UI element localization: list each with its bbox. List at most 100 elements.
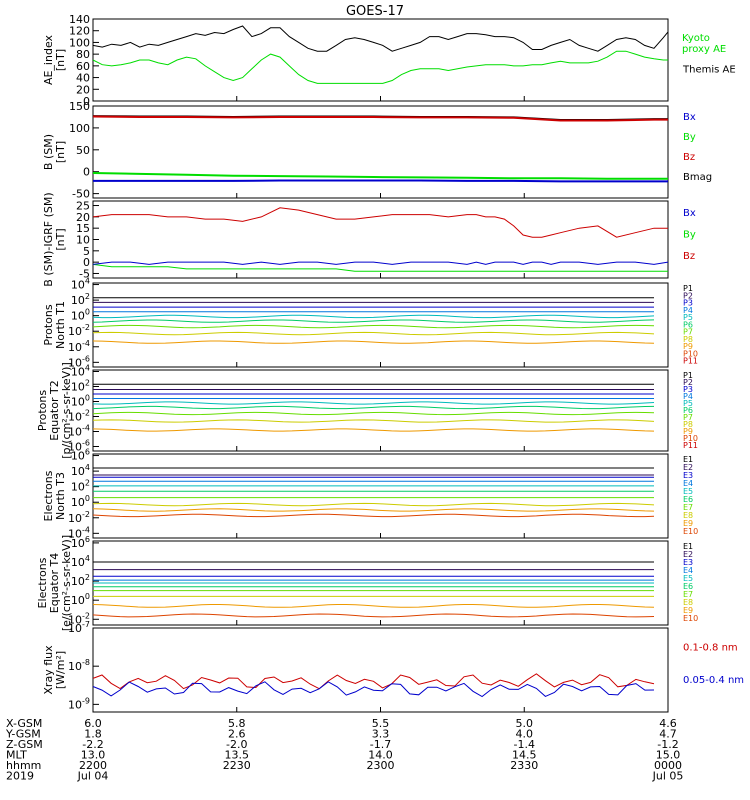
pe-legend-item: P9 xyxy=(683,427,693,436)
ee-ylabel: Equator T4 xyxy=(48,553,61,613)
pe-ytick-label: 100 xyxy=(71,394,90,409)
xaxis-tick-label: -1.7 xyxy=(370,738,391,751)
en-legend-item: E1 xyxy=(683,455,693,464)
en-legend-item: E2 xyxy=(683,463,693,472)
bigrf-ytick-label: 25 xyxy=(76,200,90,213)
bigrf-series-1 xyxy=(92,263,668,272)
pe-ytick-label: 104 xyxy=(71,364,90,379)
xray-frame xyxy=(92,627,669,713)
en-ylabel: North T3 xyxy=(54,472,67,520)
xaxis-row-label: X-GSM xyxy=(6,717,42,730)
pe-ytick-label: 10-2 xyxy=(68,409,90,424)
panel-b: B (SM) [nT] -50 0 50 100 150 Bx By Bz Bmag xyxy=(42,100,712,201)
xaxis-tick-label: 5.8 xyxy=(228,717,246,730)
bigrf-legend-item: Bx xyxy=(683,208,696,219)
ae-ytick-label: 40 xyxy=(76,72,90,85)
pn-ytick-label: 104 xyxy=(71,277,90,292)
xaxis-row-label: Y-GSM xyxy=(5,728,41,741)
pn-legend-item: P7 xyxy=(683,328,693,337)
en-legend-item: E6 xyxy=(683,495,693,504)
xaxis-tick-label: 6.0 xyxy=(84,717,102,730)
pn-ytick-label: 10-2 xyxy=(68,323,90,338)
ee-legend-item: E4 xyxy=(683,566,693,575)
xaxis-tick-label: 0000 xyxy=(654,759,682,772)
pn-ytick-label: 10-4 xyxy=(68,339,90,354)
ee-ylabel: [e/(cm²-s-sr-keV)] xyxy=(60,535,73,631)
en-legend-item: E8 xyxy=(683,511,693,520)
ee-legend-item: E10 xyxy=(683,614,698,623)
b-series-2 xyxy=(92,172,668,180)
pe-ytick-label: 102 xyxy=(71,379,90,394)
ae-legend-item: Kyoto xyxy=(682,33,710,44)
ee-legend-item: E5 xyxy=(683,574,693,583)
ae-frame xyxy=(92,18,669,102)
ee-ylabel: Electrons xyxy=(36,557,49,608)
xaxis-tick-label: -1.2 xyxy=(657,738,678,751)
en-channel-9 xyxy=(92,508,655,512)
b-series-3 xyxy=(93,179,668,183)
pn-legend-item: P9 xyxy=(683,342,693,351)
bigrf-ytick-label: 15 xyxy=(76,222,90,235)
xray-legend: 0.1-0.8 nm 0.05-0.4 nm xyxy=(683,643,744,686)
en-legend-item: E7 xyxy=(683,503,693,512)
ae-ylabel: AE_index xyxy=(42,34,55,85)
xaxis-row-label: hhmm xyxy=(6,759,41,772)
bigrf-series-2 xyxy=(92,261,669,265)
pn-ytick-label: 102 xyxy=(71,292,90,307)
ee-legend-item: E9 xyxy=(683,606,693,615)
xaxis-tick-label: 15.0 xyxy=(656,749,681,762)
bigrf-ylabel: B (SM)-IGRF (SM) xyxy=(42,192,55,286)
en-channel-10 xyxy=(92,513,655,518)
xaxis-tick-label: -2.0 xyxy=(226,738,247,751)
xray-ylabel: Xray flux xyxy=(42,645,55,695)
xaxis-tick-label: 2330 xyxy=(510,759,538,772)
b-ytick-label: -50 xyxy=(72,188,90,201)
pe-legend-item: P11 xyxy=(683,441,698,450)
bigrf-ytick-label: 20 xyxy=(76,211,90,224)
pe-legend-item: P1 xyxy=(683,371,693,380)
xaxis-tick-label: 2200 xyxy=(79,759,107,772)
b-ytick-label: 50 xyxy=(76,144,90,157)
pn-ytick-label: 100 xyxy=(71,308,90,323)
xray-ylabel: [W/m²] xyxy=(54,651,67,689)
pn-channel-7 xyxy=(92,324,655,329)
ee-channel-10 xyxy=(92,613,655,618)
xaxis-tick-label: 2230 xyxy=(223,759,251,772)
xray-channel-1 xyxy=(92,673,655,690)
b-series-1 xyxy=(92,115,668,122)
xaxis-tick-label: 3.3 xyxy=(372,728,390,741)
pe-legend-item: P10 xyxy=(683,434,698,443)
pe-frame xyxy=(92,369,669,452)
pe-channel-6 xyxy=(92,405,655,410)
xray-ytick-label: 10-9 xyxy=(68,696,90,711)
pn-legend-item: P1 xyxy=(683,284,693,293)
pn-legend-item: P2 xyxy=(683,291,693,300)
pe-legend-item: P2 xyxy=(683,378,693,387)
pn-legend-item: P5 xyxy=(683,313,693,322)
ee-channel-9 xyxy=(92,604,655,608)
pn-legend-item: P11 xyxy=(683,357,698,366)
panel-xray: Xray flux [W/m²] 10-7 10-8 10-9 0.1-0.8 nm 0.0… xyxy=(42,620,744,713)
pe-ylabel: Protons xyxy=(36,390,49,431)
b-ytick-label: 100 xyxy=(69,122,90,135)
pn-legend-item: P3 xyxy=(683,299,693,308)
bigrf-frame xyxy=(92,200,669,279)
xaxis-tick-label: 14.0 xyxy=(368,749,393,762)
b-ylabel: [nT] xyxy=(54,141,67,163)
ee-legend-item: E8 xyxy=(683,598,693,607)
xaxis-tick-label: -2.2 xyxy=(82,738,103,751)
xaxis-tick-label: 4.0 xyxy=(516,728,534,741)
b-legend: Bx By Bz Bmag xyxy=(683,112,712,183)
en-legend-item: E9 xyxy=(683,519,693,528)
ee-ytick-label: 102 xyxy=(71,573,90,588)
b-legend-item: Bmag xyxy=(683,172,712,183)
en-channel-8 xyxy=(92,502,655,507)
en-ytick-label: 106 xyxy=(71,448,90,463)
en-legend-item: E5 xyxy=(683,487,693,496)
xaxis-tick-label: 2.6 xyxy=(228,728,246,741)
pn-ylabel: Protons xyxy=(42,304,55,345)
bigrf-ylabel: [nT] xyxy=(54,228,67,250)
ae-ytick-label: 60 xyxy=(76,60,90,73)
xaxis-tick-label: 4.6 xyxy=(659,717,677,730)
